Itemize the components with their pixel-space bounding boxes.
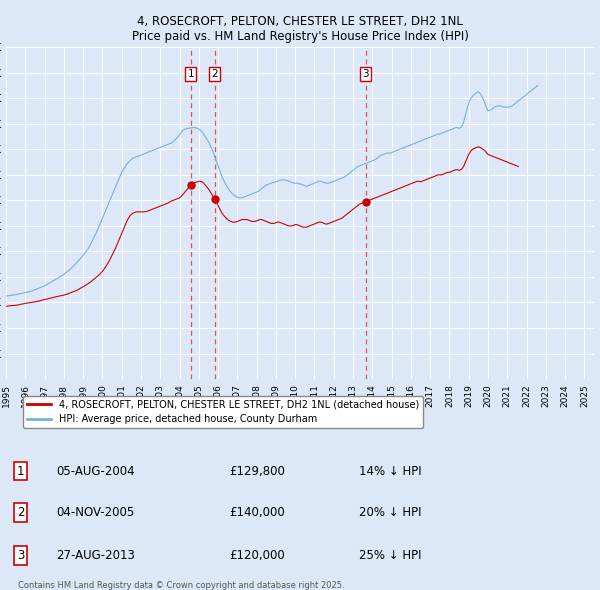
Text: 2: 2 xyxy=(211,69,218,78)
Text: 3: 3 xyxy=(17,549,25,562)
Text: £140,000: £140,000 xyxy=(229,506,285,519)
Title: 4, ROSECROFT, PELTON, CHESTER LE STREET, DH2 1NL
Price paid vs. HM Land Registry: 4, ROSECROFT, PELTON, CHESTER LE STREET,… xyxy=(131,15,469,43)
Text: 05-AUG-2004: 05-AUG-2004 xyxy=(56,464,134,477)
Text: 27-AUG-2013: 27-AUG-2013 xyxy=(56,549,135,562)
Legend: 4, ROSECROFT, PELTON, CHESTER LE STREET, DH2 1NL (detached house), HPI: Average : 4, ROSECROFT, PELTON, CHESTER LE STREET,… xyxy=(23,396,423,428)
Text: 1: 1 xyxy=(17,464,25,477)
Text: 14% ↓ HPI: 14% ↓ HPI xyxy=(359,464,421,477)
Text: £120,000: £120,000 xyxy=(229,549,285,562)
Text: 1: 1 xyxy=(187,69,194,78)
Text: 3: 3 xyxy=(362,69,369,78)
Text: Contains HM Land Registry data © Crown copyright and database right 2025.
This d: Contains HM Land Registry data © Crown c… xyxy=(18,581,344,590)
Text: £129,800: £129,800 xyxy=(229,464,286,477)
Text: 20% ↓ HPI: 20% ↓ HPI xyxy=(359,506,421,519)
Text: 04-NOV-2005: 04-NOV-2005 xyxy=(56,506,134,519)
Text: 2: 2 xyxy=(17,506,25,519)
Text: 25% ↓ HPI: 25% ↓ HPI xyxy=(359,549,421,562)
